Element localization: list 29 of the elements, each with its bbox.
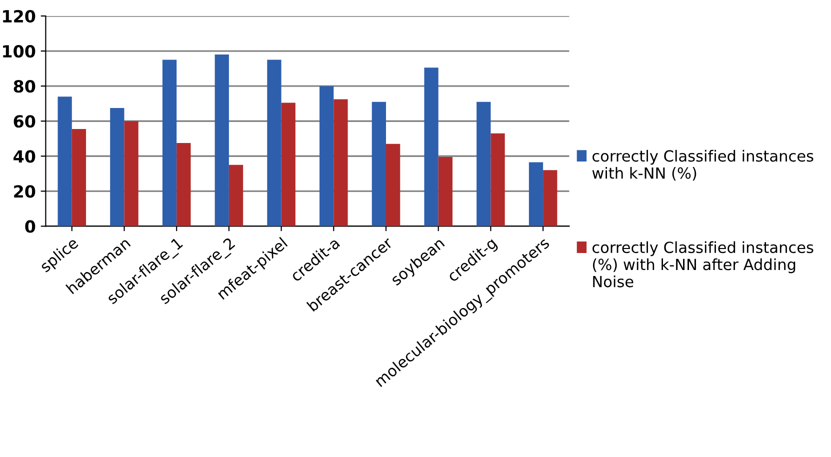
bar [176, 143, 191, 226]
bar [228, 164, 244, 226]
bar [543, 170, 558, 226]
bar [281, 102, 296, 226]
bar [58, 96, 72, 226]
bar [424, 68, 438, 226]
legend-label: correctly Classified instances with k-NN (%) [592, 150, 814, 181]
bar [110, 108, 124, 226]
bar [320, 86, 334, 226]
y-tick-label: 100 [3, 44, 36, 58]
bar [528, 162, 544, 226]
y-tick-label: 120 [3, 10, 36, 23]
bar [72, 128, 86, 226]
y-tick-label: 80 [14, 80, 36, 93]
legend-label: correctly Classified instances (%) with k-NN after Adding Noise [592, 241, 814, 288]
y-tick-label: 60 [14, 115, 36, 128]
bar [124, 121, 138, 226]
bar [162, 60, 177, 226]
y-tick-label: 0 [25, 220, 36, 233]
bar [214, 54, 229, 226]
bar [267, 60, 282, 226]
bar [476, 102, 491, 226]
y-tick-label: 40 [14, 150, 36, 163]
bar [438, 157, 452, 226]
y-tick-label: 20 [14, 185, 36, 198]
bar [386, 144, 400, 226]
bar [372, 102, 386, 226]
bar [334, 99, 348, 226]
bar [490, 133, 505, 226]
